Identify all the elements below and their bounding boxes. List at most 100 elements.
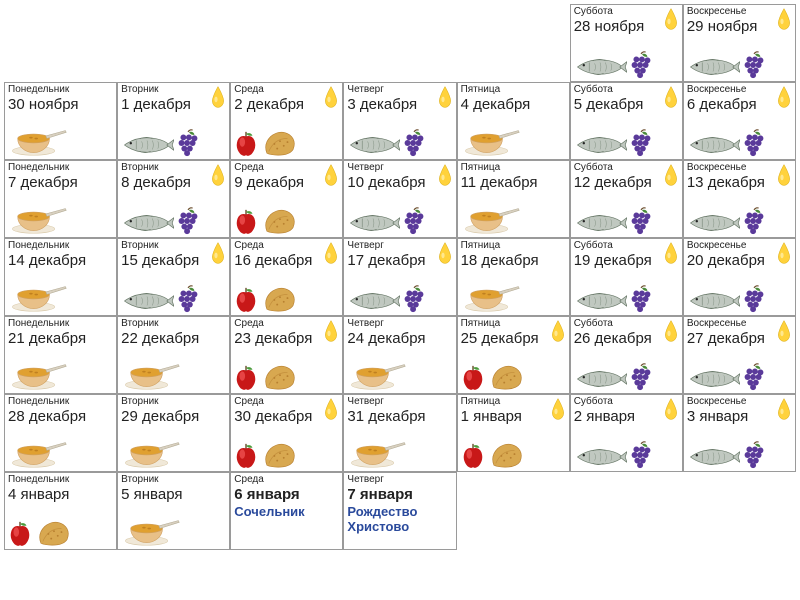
calendar-cell: Среда6 января Сочельник	[230, 472, 343, 550]
calendar-cell: Пятница25 декабря	[457, 316, 570, 394]
oil-corner	[437, 163, 453, 187]
apple-icon	[233, 363, 259, 391]
food-icons	[346, 437, 453, 469]
fasting-calendar-grid: Суббота28 ноября Воскресенье29 ноября	[4, 4, 796, 550]
day-of-week: Понедельник	[8, 319, 113, 329]
apple-icon	[233, 441, 259, 469]
calendar-cell: Среда16 декабря	[230, 238, 343, 316]
oil-drop-icon	[776, 319, 792, 343]
day-of-week: Пятница	[461, 163, 566, 173]
day-of-week: Среда	[234, 475, 339, 485]
date-label: 31 декабря	[347, 408, 452, 425]
oil-corner	[323, 85, 339, 109]
bread-icon	[261, 441, 299, 469]
grapes-icon	[742, 285, 766, 313]
calendar-cell: Четверг31 декабря	[343, 394, 456, 472]
calendar-cell: Понедельник28 декабря	[4, 394, 117, 472]
food-icons	[460, 359, 567, 391]
day-of-week: Вторник	[121, 475, 226, 485]
soup-icon	[120, 361, 182, 391]
special-label: Сочельник	[234, 505, 339, 519]
grapes-icon	[742, 51, 766, 79]
empty-cell	[117, 4, 230, 82]
calendar-cell: Воскресенье27 декабря	[683, 316, 796, 394]
grapes-icon	[176, 207, 200, 235]
bread-icon	[261, 363, 299, 391]
fish-icon	[686, 211, 740, 235]
oil-corner	[323, 319, 339, 343]
food-icons	[573, 437, 680, 469]
fish-icon	[686, 289, 740, 313]
calendar-cell: Суббота5 декабря	[570, 82, 683, 160]
soup-icon	[7, 283, 69, 313]
fish-icon	[346, 211, 400, 235]
oil-corner	[776, 397, 792, 421]
food-icons	[573, 359, 680, 391]
fish-icon	[686, 133, 740, 157]
oil-drop-icon	[210, 163, 226, 187]
date-label: 28 декабря	[8, 408, 113, 425]
day-of-week: Понедельник	[8, 85, 113, 95]
special-label: Рождество Христово	[347, 505, 452, 534]
food-icons	[7, 203, 114, 235]
grapes-icon	[629, 441, 653, 469]
food-icons	[7, 437, 114, 469]
oil-drop-icon	[776, 241, 792, 265]
date-label: 7 декабря	[8, 174, 113, 191]
oil-drop-icon	[437, 241, 453, 265]
fish-icon	[573, 133, 627, 157]
soup-icon	[460, 283, 522, 313]
oil-drop-icon	[323, 397, 339, 421]
oil-drop-icon	[550, 319, 566, 343]
food-icons	[120, 281, 227, 313]
calendar-cell: Суббота26 декабря	[570, 316, 683, 394]
calendar-cell: Воскресенье29 ноября	[683, 4, 796, 82]
oil-corner	[210, 163, 226, 187]
apple-icon	[233, 207, 259, 235]
calendar-cell: Вторник5 января	[117, 472, 230, 550]
empty-cell	[570, 472, 683, 550]
food-icons	[120, 437, 227, 469]
oil-corner	[663, 241, 679, 265]
date-label: 24 декабря	[347, 330, 452, 347]
day-of-week: Четверг	[347, 397, 452, 407]
grapes-icon	[629, 363, 653, 391]
calendar-cell: Четверг7 январяРождество Христово	[343, 472, 456, 550]
day-of-week: Вторник	[121, 319, 226, 329]
calendar-cell: Вторник15 декабря	[117, 238, 230, 316]
oil-corner	[776, 241, 792, 265]
food-icons	[233, 281, 340, 313]
fish-icon	[573, 55, 627, 79]
calendar-cell: Пятница11 декабря	[457, 160, 570, 238]
fish-icon	[573, 211, 627, 235]
calendar-cell: Среда23 декабря	[230, 316, 343, 394]
food-icons	[686, 437, 793, 469]
bread-icon	[261, 129, 299, 157]
oil-corner	[437, 85, 453, 109]
date-label: 21 декабря	[8, 330, 113, 347]
food-icons	[346, 359, 453, 391]
bread-icon	[35, 519, 73, 547]
day-of-week: Понедельник	[8, 397, 113, 407]
grapes-icon	[629, 207, 653, 235]
calendar-cell: Понедельник21 декабря	[4, 316, 117, 394]
oil-drop-icon	[437, 163, 453, 187]
calendar-cell: Четверг24 декабря	[343, 316, 456, 394]
oil-drop-icon	[776, 163, 792, 187]
oil-drop-icon	[323, 319, 339, 343]
oil-drop-icon	[663, 319, 679, 343]
date-label: 4 декабря	[461, 96, 566, 113]
food-icons	[7, 281, 114, 313]
date-label: 6 января	[234, 486, 339, 503]
grapes-icon	[742, 441, 766, 469]
day-of-week: Пятница	[461, 85, 566, 95]
food-icons	[686, 125, 793, 157]
day-of-week: Пятница	[461, 241, 566, 251]
date-label: 22 декабря	[121, 330, 226, 347]
oil-drop-icon	[663, 163, 679, 187]
day-of-week: Понедельник	[8, 475, 113, 485]
date-label: 7 января	[347, 486, 452, 503]
oil-corner	[437, 241, 453, 265]
apple-icon	[233, 285, 259, 313]
oil-drop-icon	[776, 85, 792, 109]
